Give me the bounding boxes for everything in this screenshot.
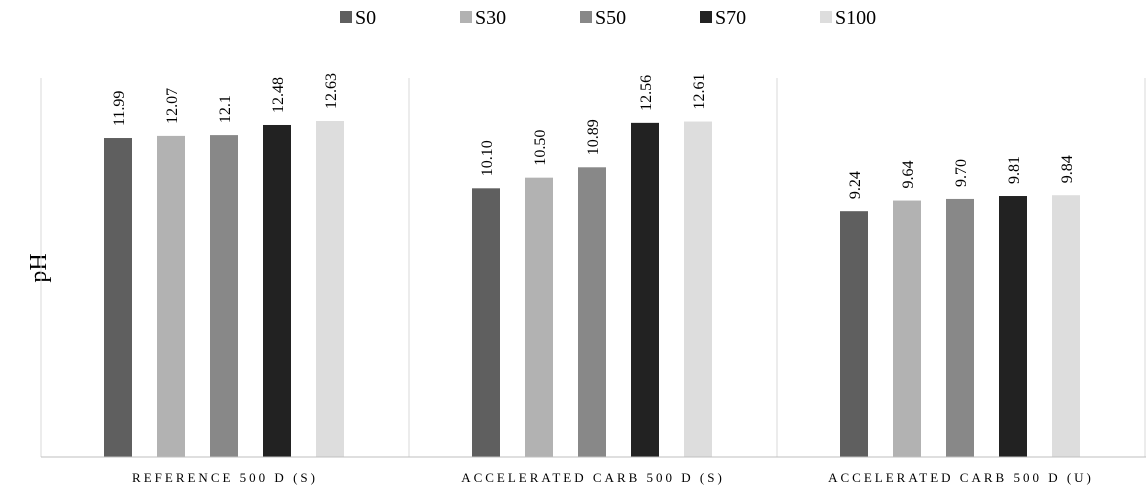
data-label: 12.61 — [691, 74, 708, 110]
bar-s100-1 — [316, 121, 344, 457]
bar-s50-3 — [946, 198, 974, 457]
x-tick-label: ACCELERATED CARB 500 D (S) — [461, 470, 725, 485]
y-axis-label: pH — [26, 253, 52, 282]
data-label: 11.99 — [111, 91, 128, 126]
bar-s0-3 — [840, 211, 868, 457]
data-labels: 11.99 12.07 12.1 12.48 12.63 10.10 10.50 10.89 1… — [111, 73, 1076, 199]
bar-s30-1 — [157, 135, 185, 457]
bar-s0-2 — [472, 188, 500, 458]
data-label: 9.81 — [1006, 156, 1023, 184]
x-tick-label: ACCELERATED CARB 500 D (U) — [828, 470, 1094, 485]
bar-s30-2 — [525, 177, 553, 457]
legend-item-s100: S100 — [820, 7, 876, 29]
bar-s30-3 — [893, 200, 921, 457]
legend-item-s50: S50 — [580, 7, 626, 29]
data-label: 12.07 — [164, 88, 181, 124]
data-label: 10.50 — [532, 130, 549, 166]
data-label: 12.48 — [270, 77, 287, 113]
bar-s70-2 — [631, 122, 659, 457]
legend-label: S30 — [475, 7, 506, 29]
bar-s70-3 — [999, 196, 1027, 458]
data-label: 9.64 — [900, 161, 917, 189]
legend-swatch — [340, 11, 352, 23]
bar-s100-2 — [684, 121, 712, 457]
data-label: 10.89 — [585, 119, 602, 155]
data-label: 9.84 — [1059, 155, 1076, 183]
bar-s0-1 — [104, 138, 132, 457]
data-label: 9.24 — [847, 171, 864, 199]
legend-label: S70 — [715, 7, 746, 29]
legend-swatch — [700, 11, 712, 23]
legend-swatch — [580, 11, 592, 23]
bar-s70-1 — [263, 124, 291, 457]
category-separators — [40, 78, 1146, 457]
legend-item-s70: S70 — [700, 7, 746, 29]
bar-s100-3 — [1052, 195, 1080, 458]
legend-label: S100 — [835, 7, 876, 29]
bar-s50-1 — [210, 135, 238, 457]
x-tick-labels: REFERENCE 500 D (S) ACCELERATED CARB 500 … — [132, 470, 1094, 485]
data-label: 10.10 — [479, 140, 496, 176]
legend-label: S50 — [595, 7, 626, 29]
legend-item-s30: S30 — [460, 7, 506, 29]
legend: S0 S30 S50 S70 S100 — [340, 7, 876, 29]
data-label: 12.56 — [638, 75, 655, 111]
data-label: 12.63 — [323, 73, 340, 109]
data-label: 9.70 — [953, 159, 970, 187]
legend-item-s0: S0 — [340, 7, 376, 29]
legend-label: S0 — [355, 7, 376, 29]
x-tick-label: REFERENCE 500 D (S) — [132, 470, 318, 485]
legend-swatch — [460, 11, 472, 23]
bars — [104, 121, 1080, 458]
data-label: 12.1 — [217, 95, 234, 123]
bar-s50-2 — [578, 167, 606, 457]
legend-swatch — [820, 11, 832, 23]
